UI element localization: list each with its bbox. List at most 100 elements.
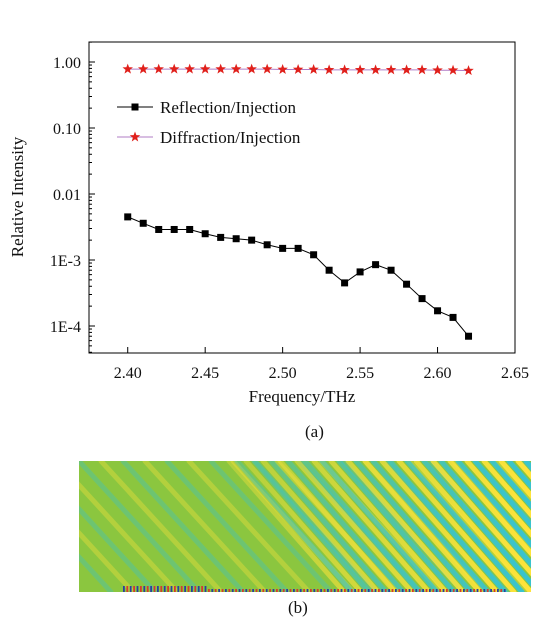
grating-cell xyxy=(133,586,135,592)
grating-cell xyxy=(435,589,438,592)
grating-cell xyxy=(330,589,333,592)
grating-cell xyxy=(432,589,435,592)
bright-wavefront xyxy=(447,461,531,558)
grating-cell xyxy=(174,586,176,592)
data-point-reflection xyxy=(341,279,349,287)
grating-cell xyxy=(480,589,482,592)
grating-cell xyxy=(286,589,288,592)
grating-cell xyxy=(357,589,360,592)
x-tick-label: 2.55 xyxy=(346,365,374,382)
grating-cell xyxy=(490,589,492,592)
dark-wavefront xyxy=(370,461,491,592)
faint-wavefront xyxy=(79,481,180,592)
grating-cell xyxy=(248,589,251,592)
grating-cell xyxy=(123,586,125,592)
grating-cell xyxy=(218,589,220,592)
grating-cell xyxy=(500,589,503,592)
bright-wavefront xyxy=(464,461,531,538)
y-axis: 1.00 0.10 0.01 1E-3 1E-4 xyxy=(50,41,95,353)
legend-label-reflection: Reflection/Injection xyxy=(160,98,296,117)
grating-cell xyxy=(333,589,336,592)
grating-cell xyxy=(269,589,271,592)
grating-cell xyxy=(503,589,506,592)
grating-cell xyxy=(371,589,373,592)
grating-cell xyxy=(425,589,428,592)
dark-wavefront xyxy=(438,461,531,568)
grating-cell xyxy=(497,589,499,592)
legend-label-diffraction: Diffraction/Injection xyxy=(160,128,301,147)
bright-wavefront xyxy=(345,461,466,592)
bright-wavefront xyxy=(396,461,517,592)
grating-cell xyxy=(221,589,224,592)
grating-cell xyxy=(208,589,210,592)
grating-cell xyxy=(395,589,397,592)
data-point-reflection xyxy=(155,225,163,233)
grating-cell xyxy=(422,589,424,592)
legend-item-diffraction: Diffraction/Injection xyxy=(117,128,301,147)
grating-cell xyxy=(180,586,183,592)
data-point-reflection xyxy=(279,244,287,252)
data-point-reflection xyxy=(248,236,256,244)
data-point-diffraction xyxy=(432,64,443,75)
grating-cell xyxy=(439,589,441,592)
data-point-reflection xyxy=(403,280,411,288)
data-point-reflection xyxy=(418,295,426,303)
data-point-reflection xyxy=(201,230,209,238)
grating-cell xyxy=(201,586,203,592)
dark-wavefront xyxy=(268,461,389,592)
data-point-diffraction xyxy=(463,65,474,76)
bright-wavefront xyxy=(260,461,381,592)
bright-wavefront xyxy=(311,461,432,592)
grating-cell xyxy=(408,589,411,592)
grating-cell xyxy=(347,589,350,592)
grating-cell xyxy=(259,589,261,592)
grating-cell xyxy=(442,589,445,592)
grating-cell xyxy=(242,589,244,592)
grating-cell xyxy=(493,589,496,592)
data-point-reflection xyxy=(387,266,395,274)
grating-cell xyxy=(279,589,282,592)
grating-cell xyxy=(398,589,401,592)
legend-star-marker xyxy=(129,131,141,142)
dark-wavefront xyxy=(285,461,406,592)
data-point-reflection xyxy=(372,261,380,269)
data-point-diffraction xyxy=(308,63,319,74)
grating-cell xyxy=(191,586,193,592)
chart-a: 2.40 2.45 2.50 2.55 2.60 2.65 1.00 0.10 0.01 1E-… xyxy=(8,41,529,406)
grating-cell xyxy=(197,586,200,592)
grating-cell xyxy=(296,589,299,592)
y-axis-label: Relative Intensity xyxy=(8,136,27,257)
faint-wavefront xyxy=(98,461,224,592)
grating-cell xyxy=(184,586,186,592)
faint-wavefront xyxy=(186,461,312,592)
dark-wavefront xyxy=(234,461,355,592)
grating-cell xyxy=(140,586,142,592)
dark-wavefront xyxy=(302,461,423,592)
dark-wavefront xyxy=(455,461,531,548)
grating-cell xyxy=(187,586,190,592)
grating-cell xyxy=(204,586,207,592)
grating-cell xyxy=(170,586,173,592)
grating-cell xyxy=(126,586,129,592)
series-line-reflection xyxy=(127,216,469,337)
data-point-diffraction xyxy=(122,63,133,74)
grating-cell xyxy=(350,589,353,592)
grating-cell xyxy=(289,589,292,592)
grating-cell xyxy=(262,589,265,592)
grating-cell xyxy=(310,589,312,592)
grating-cell xyxy=(354,589,356,592)
grating-cell xyxy=(231,589,234,592)
grating-cell xyxy=(327,589,329,592)
grating-cell xyxy=(459,589,462,592)
x-tick-label: 2.65 xyxy=(501,365,529,382)
grating-cell xyxy=(405,589,407,592)
data-point-diffraction xyxy=(168,63,180,74)
grating-cell xyxy=(486,589,489,592)
grating-cell xyxy=(282,589,285,592)
data-point-reflection xyxy=(465,332,473,340)
grating-cell xyxy=(163,586,166,592)
data-point-reflection xyxy=(310,251,318,259)
grating-cell xyxy=(255,589,258,592)
caption-b: (b) xyxy=(288,598,308,617)
y-tick-label: 1.00 xyxy=(53,55,81,72)
